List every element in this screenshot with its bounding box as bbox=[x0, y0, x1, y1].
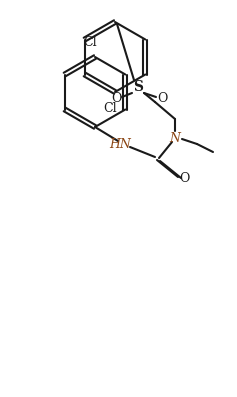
Text: O: O bbox=[111, 91, 121, 104]
Text: Cl: Cl bbox=[83, 36, 97, 49]
Text: Cl: Cl bbox=[103, 102, 117, 115]
Text: N: N bbox=[169, 133, 181, 145]
Text: S: S bbox=[133, 80, 143, 94]
Text: O: O bbox=[157, 91, 167, 104]
Text: HN: HN bbox=[109, 139, 131, 152]
Text: O: O bbox=[179, 173, 189, 185]
